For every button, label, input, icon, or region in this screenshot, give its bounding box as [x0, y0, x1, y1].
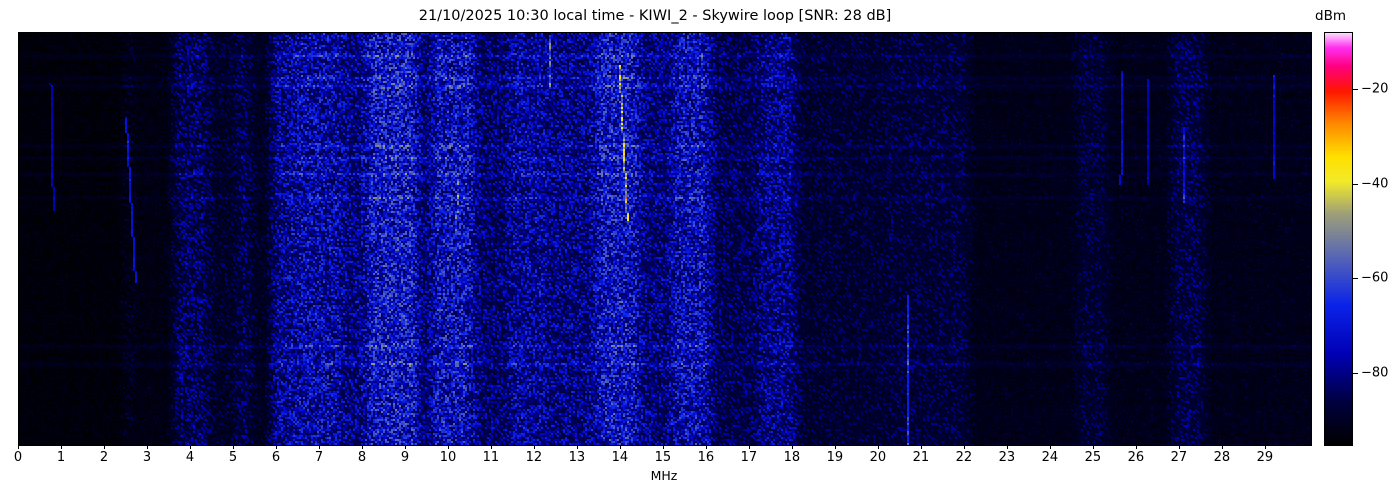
- colorbar-tick-label: −60: [1361, 270, 1389, 286]
- colorbar-gradient: [1325, 33, 1352, 445]
- x-axis-tick-label: 7: [314, 450, 324, 465]
- x-axis-tick: [963, 445, 965, 449]
- x-axis-tick: [1264, 445, 1266, 449]
- x-axis-tick: [705, 445, 707, 449]
- x-axis-tick-label: 6: [271, 450, 281, 465]
- x-axis-tick: [1135, 445, 1137, 449]
- colorbar-label: dBm: [1315, 8, 1346, 24]
- x-axis-tick: [147, 445, 148, 449]
- x-axis-tick-label: 18: [783, 450, 801, 465]
- x-axis-tick: [920, 445, 922, 449]
- colorbar-tick: [1353, 88, 1358, 90]
- x-axis-tick: [877, 445, 879, 449]
- x-axis-tick: [791, 445, 793, 449]
- x-axis-tick-label: 26: [1127, 450, 1145, 465]
- x-axis-tick: [490, 445, 492, 449]
- x-axis: 0 1 2 3 4 5 6 7 8 9 10 11 12 13 14 15 16 17 18 19 20 21 22 23 24…: [14, 445, 1312, 485]
- colorbar-tick: [1353, 278, 1358, 280]
- x-axis-tick-label: 15: [654, 450, 672, 465]
- plot-area: [18, 32, 1312, 446]
- x-axis-tick: [190, 445, 191, 449]
- x-axis-tick: [1092, 445, 1094, 449]
- colorbar: [1324, 32, 1353, 446]
- x-axis-tick-label: 0: [13, 450, 23, 465]
- x-axis-tick-label: 8: [357, 450, 367, 465]
- x-axis-tick: [1178, 445, 1180, 449]
- x-axis-tick-label: 25: [1084, 450, 1102, 465]
- x-axis-tick-label: 1: [56, 450, 66, 465]
- x-axis-tick: [448, 445, 449, 449]
- x-axis-tick: [1006, 445, 1008, 449]
- colorbar-tick-label: −80: [1361, 365, 1389, 381]
- x-axis-tick: [1049, 445, 1051, 449]
- x-axis-tick: [18, 445, 19, 449]
- x-axis-tick: [1221, 445, 1223, 449]
- x-axis-tick: [662, 445, 664, 449]
- x-axis-tick-label: 10: [439, 450, 457, 465]
- x-axis-tick: [533, 445, 535, 449]
- x-axis-tick-label: 14: [611, 450, 629, 465]
- x-axis-tick-label: 5: [228, 450, 238, 465]
- x-axis-tick: [362, 445, 363, 449]
- x-axis-tick-label: 24: [1041, 450, 1059, 465]
- colorbar-tick: [1353, 373, 1358, 374]
- x-axis-tick-label: 23: [998, 450, 1016, 465]
- waterfall-heatmap: [19, 33, 1311, 445]
- x-axis-tick: [233, 445, 234, 449]
- x-axis-tick-label: 28: [1213, 450, 1231, 465]
- x-axis-tick: [619, 445, 621, 449]
- page-title: 21/10/2025 10:30 local time - KIWI_2 - S…: [418, 8, 892, 24]
- x-axis-tick-label: 11: [482, 450, 500, 465]
- colorbar-tick-label: −20: [1361, 81, 1389, 97]
- x-axis-tick-label: 17: [740, 450, 758, 465]
- x-axis-tick: [576, 445, 578, 449]
- x-axis-tick: [405, 445, 406, 449]
- x-axis-tick: [834, 445, 836, 449]
- x-axis-tick-label: 29: [1256, 450, 1274, 465]
- x-axis-tick: [61, 445, 62, 449]
- x-axis-tick: [319, 445, 320, 449]
- x-axis-tick-label: 12: [525, 450, 543, 465]
- x-axis-tick-label: 13: [568, 450, 586, 465]
- x-axis-tick-label: 2: [99, 450, 109, 465]
- x-axis-tick-label: 3: [142, 450, 152, 465]
- x-axis-tick-label: 20: [869, 450, 887, 465]
- x-axis-tick-label: 27: [1170, 450, 1188, 465]
- x-axis-tick-label: 19: [826, 450, 844, 465]
- x-axis-tick-label: 16: [697, 450, 715, 465]
- colorbar-tick: [1353, 183, 1358, 185]
- x-axis-tick-label: 22: [955, 450, 973, 465]
- x-axis-tick-label: 4: [185, 450, 195, 465]
- x-axis-tick: [748, 445, 750, 449]
- x-axis-label: MHz: [650, 468, 678, 483]
- x-axis-tick: [276, 445, 277, 449]
- x-axis-tick: [104, 445, 105, 449]
- x-axis-tick-label: 21: [912, 450, 930, 465]
- colorbar-tick-label: −40: [1361, 176, 1389, 191]
- x-axis-tick-label: 9: [400, 450, 410, 465]
